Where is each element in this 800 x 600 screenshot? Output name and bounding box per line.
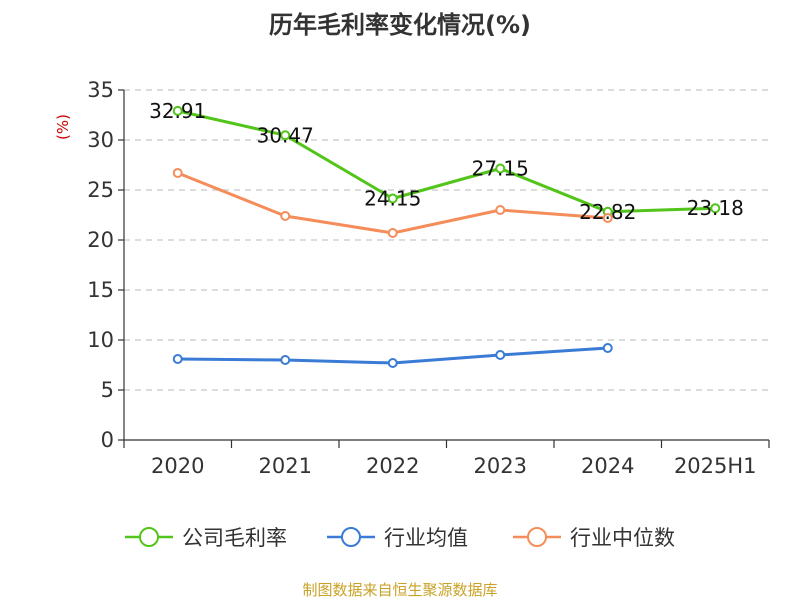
series-lines: [172, 105, 721, 368]
x-tick-label: 2022: [366, 454, 419, 478]
data-point: [280, 211, 291, 221]
legend-label: 行业中位数: [570, 526, 675, 550]
data-label: 30.47: [257, 123, 314, 147]
y-axis-label: (%): [54, 114, 72, 140]
legend-label: 公司毛利率: [182, 526, 287, 550]
data-label: 32.91: [149, 99, 206, 123]
data-point: [495, 163, 506, 174]
data-labels: 32.91 30.47 24.15 27.15 22.82 23.18: [149, 99, 744, 224]
y-tick-label: 10: [87, 328, 114, 352]
legend-marker: [527, 527, 547, 547]
axes: 0 5 10 15 20 25 30 35 2020 2021 2022 2023 2024 2025H1: [87, 78, 770, 478]
data-point: [387, 193, 398, 204]
y-tick-label: 0: [101, 428, 114, 452]
data-label: 23.18: [687, 196, 744, 220]
x-tick-label: 2023: [474, 454, 527, 478]
chart-title: 历年毛利率变化情况(%): [269, 11, 531, 39]
y-tick-label: 20: [87, 228, 114, 252]
data-point: [387, 228, 398, 238]
legend: 公司毛利率 行业均值 行业中位数: [125, 526, 675, 550]
legend-marker: [139, 527, 159, 547]
x-tick-label: 2021: [259, 454, 312, 478]
data-point: [387, 358, 398, 368]
source-note: 制图数据来自恒生聚源数据库: [302, 581, 497, 599]
data-point: [710, 203, 721, 214]
x-tick-label: 2020: [151, 454, 204, 478]
data-point: [495, 350, 506, 360]
legend-marker: [341, 527, 361, 547]
legend-item-3[interactable]: 行业中位数: [513, 526, 675, 550]
data-point: [602, 343, 613, 353]
data-point: [280, 355, 291, 365]
data-label: 22.82: [579, 200, 636, 224]
data-point: [495, 205, 506, 215]
data-point: [602, 213, 613, 223]
data-point: [280, 130, 291, 141]
y-tick-label: 30: [87, 128, 114, 152]
legend-label: 行业均值: [384, 526, 468, 550]
x-tick-label: 2025H1: [674, 454, 757, 478]
legend-item-2[interactable]: 行业均值: [327, 526, 468, 550]
series-line-1: [177, 109, 716, 214]
data-point: [172, 168, 183, 178]
y-tick-label: 25: [87, 178, 114, 202]
y-tick-label: 5: [101, 378, 114, 402]
legend-item-1[interactable]: 公司毛利率: [125, 526, 287, 550]
y-tick-label: 35: [87, 78, 114, 102]
y-tick-label: 15: [87, 278, 114, 302]
data-point: [172, 105, 183, 116]
data-point: [172, 354, 183, 364]
x-tick-label: 2024: [581, 454, 634, 478]
grid-lines: [124, 89, 769, 391]
data-label: 24.15: [364, 187, 421, 211]
data-label: 27.15: [472, 157, 529, 181]
